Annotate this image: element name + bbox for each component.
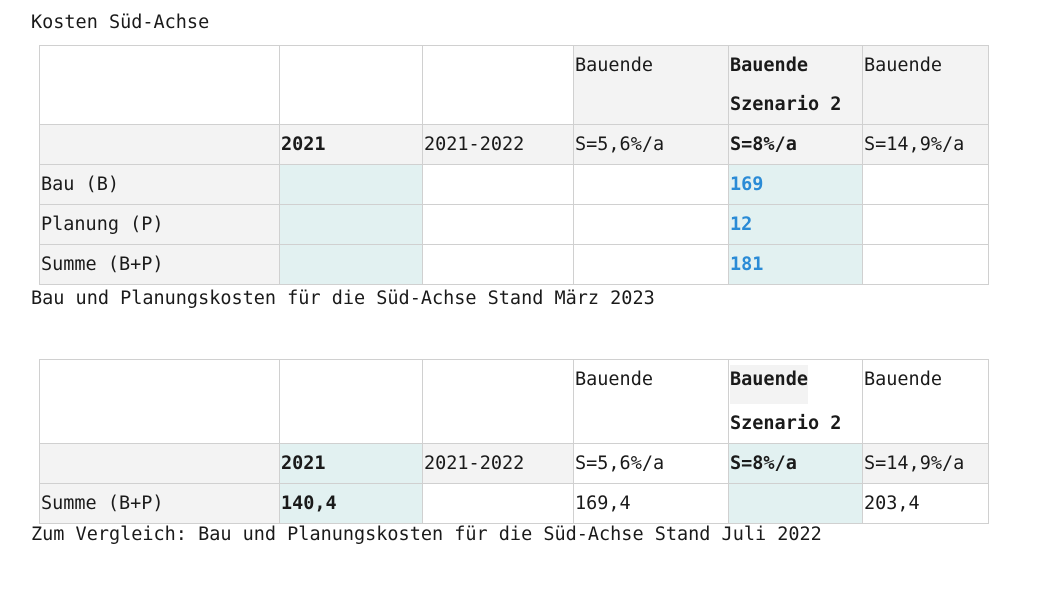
cell-s149 [862,244,989,285]
table-subheader-row: 2021 2021-2022 S=5,6%/a S=8%/a S=14,9%/a [39,124,989,165]
header-cell-bauende-szenario-2: Bauende Szenario 2 [728,45,863,125]
header-cell-empty [279,359,423,444]
cell-s56 [573,164,729,205]
page-title: Kosten Süd-Achse [31,12,210,33]
header-cell-empty [39,359,280,444]
header-line-2: Szenario 2 [730,413,842,434]
subheader-cell-2021-2022: 2021-2022 [422,124,574,165]
subheader-cell-s149: S=14,9%/a [862,124,989,165]
header-cell-empty [422,359,574,444]
row-label: Planung (P) [39,204,280,245]
cell-s56 [573,204,729,245]
header-cell-empty [39,45,280,125]
cell-s56 [573,244,729,285]
cell-s8: 181 [728,244,863,285]
cell-2021-2022 [422,164,574,205]
cost-table-july-2022: Bauende Bauende Szenario 2 Bauende 2021 2… [39,359,989,524]
subheader-cell-empty [39,443,280,484]
subheader-cell-s149: S=14,9%/a [862,443,989,484]
cell-2021-2022 [422,244,574,285]
table-subheader-row: 2021 2021-2022 S=5,6%/a S=8%/a S=14,9%/a [39,443,989,484]
table-caption-july-2022: Zum Vergleich: Bau und Planungskosten fü… [31,524,822,545]
row-label: Bau (B) [39,164,280,205]
subheader-cell-empty [39,124,280,165]
subheader-cell-s56: S=5,6%/a [573,443,729,484]
cell-s149 [862,164,989,205]
cell-2021 [279,204,423,245]
table-header-row: Bauende Bauende Szenario 2 Bauende [39,359,989,444]
subheader-cell-s8: S=8%/a [728,124,863,165]
subheader-cell-2021: 2021 [279,443,423,484]
cell-s8 [728,483,863,524]
header-cell-bauende-149: Bauende [862,359,989,444]
cell-s8: 169 [728,164,863,205]
subheader-cell-s8: S=8%/a [728,443,863,484]
header-line-1: Bauende [730,55,808,76]
subheader-cell-2021-2022: 2021-2022 [422,443,574,484]
table-row: Summe (B+P) 181 [39,244,989,285]
row-label: Summe (B+P) [39,244,280,285]
cell-s149 [862,204,989,245]
cell-s149: 203,4 [862,483,989,524]
table-header-row: Bauende Bauende Szenario 2 Bauende [39,45,989,125]
table-row: Summe (B+P) 140,4 169,4 203,4 [39,483,989,524]
row-label: Summe (B+P) [39,483,280,524]
header-cell-bauende-szenario-2: Bauende Szenario 2 [728,359,863,444]
header-cell-bauende-149: Bauende [862,45,989,125]
header-cell-bauende-56: Bauende [573,359,729,444]
cost-table-march-2023: Bauende Bauende Szenario 2 Bauende 2021 2… [39,45,989,285]
cell-2021-2022 [422,483,574,524]
cell-s8: 12 [728,204,863,245]
header-cell-empty [422,45,574,125]
table-row: Bau (B) 169 [39,164,989,205]
table-caption-march-2023: Bau und Planungskosten für die Süd-Achse… [31,288,655,309]
header-line-2: Szenario 2 [730,94,842,115]
cell-2021 [279,244,423,285]
cell-s56: 169,4 [573,483,729,524]
header-cell-empty [279,45,423,125]
subheader-cell-2021: 2021 [279,124,423,165]
header-cell-bauende-56: Bauende [573,45,729,125]
subheader-cell-s56: S=5,6%/a [573,124,729,165]
header-line-1: Bauende [730,365,808,404]
cell-2021 [279,164,423,205]
cell-2021-2022 [422,204,574,245]
cell-2021: 140,4 [279,483,423,524]
table-row: Planung (P) 12 [39,204,989,245]
